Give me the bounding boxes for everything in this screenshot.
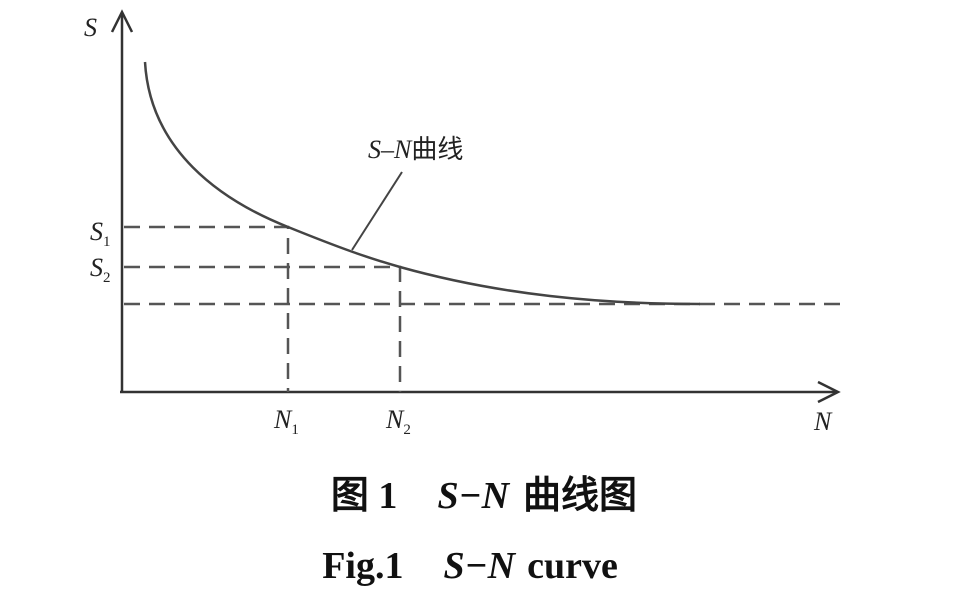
caption-en-italic: S−N	[443, 545, 516, 587]
n1-sub: 1	[291, 422, 299, 438]
caption-en: Fig.1 S−N curve	[322, 545, 618, 587]
s1-sub: 1	[103, 234, 111, 250]
caption-cn-label: 图 1	[331, 475, 398, 517]
leader-line	[351, 171, 403, 251]
s1-letter: S	[90, 217, 103, 246]
curve-label-italic: S–N	[368, 135, 413, 164]
sn-curve	[143, 61, 701, 306]
caption-cn: 图 1 S−N 曲线图	[331, 475, 637, 517]
s2-sub: 2	[103, 270, 111, 286]
n2-label: N2	[385, 405, 411, 438]
n2-sub: 2	[403, 422, 411, 438]
s2-label: S2	[90, 253, 111, 286]
caption-cn-rest: 曲线图	[523, 475, 637, 517]
caption-cn-italic: S−N	[437, 475, 510, 517]
y-arrow	[110, 9, 134, 33]
n1-label: N1	[273, 405, 299, 438]
x-arrow	[817, 380, 841, 404]
curve-label-rest: 曲线	[411, 135, 463, 164]
n2-letter: N	[385, 405, 405, 434]
y-axis-label: S	[84, 13, 97, 42]
n1-letter: N	[273, 405, 293, 434]
s2-letter: S	[90, 253, 103, 282]
s1-label: S1	[90, 217, 111, 250]
x-axis-label: N	[813, 407, 833, 436]
curve-label: S–N曲线	[368, 135, 463, 164]
caption-en-rest: curve	[527, 545, 618, 587]
caption-en-label: Fig.1	[322, 545, 403, 587]
